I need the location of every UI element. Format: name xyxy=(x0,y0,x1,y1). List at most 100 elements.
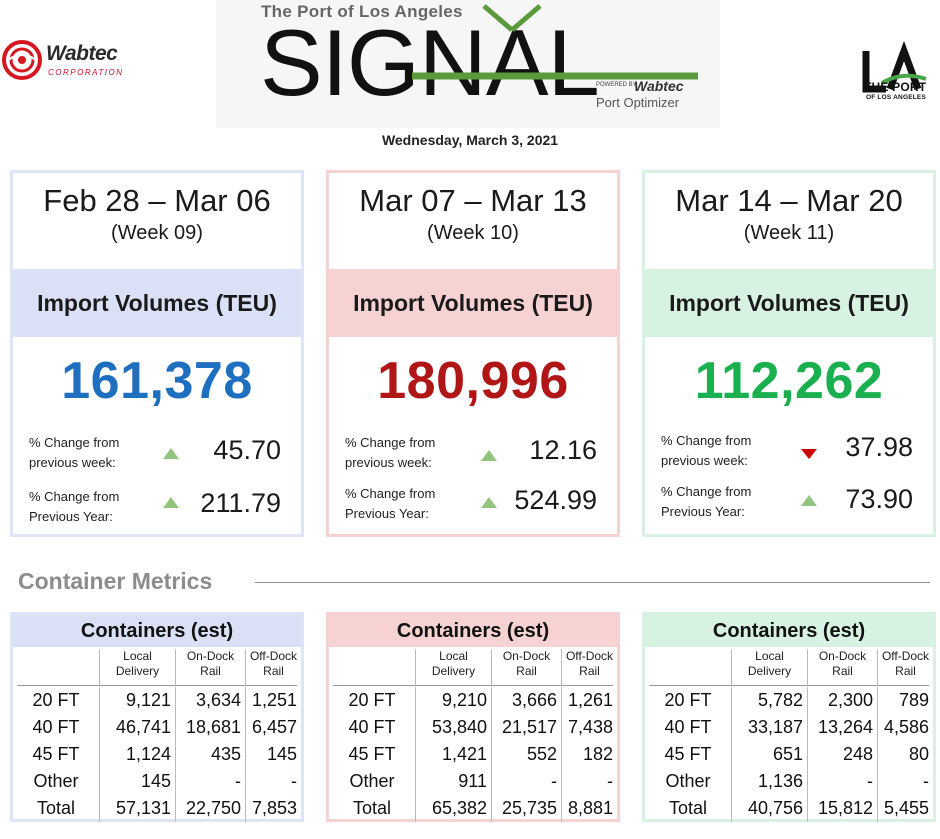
wabtec-subtitle: CORPORATION xyxy=(48,68,124,77)
table-cell: 22,750 xyxy=(175,795,245,822)
row-label: 40 FT xyxy=(664,717,712,737)
port-la-line1: THE PORT xyxy=(864,80,927,94)
signal-kicker: The Port of Los Angeles xyxy=(261,2,463,21)
header-divider xyxy=(649,685,929,686)
decrease-arrow-icon xyxy=(801,449,817,459)
table-cell: 46,741 xyxy=(99,714,175,741)
table-row: 40 FT 33,187 13,264 4,586 xyxy=(645,714,933,741)
table-cell: 7,438 xyxy=(561,714,617,741)
signal-accent-graphic xyxy=(412,4,698,80)
containers-table-1: Containers (est) Local Delivery On-Dock Rai… xyxy=(10,612,304,822)
pct-week-value: 45.70 xyxy=(213,435,281,465)
header-divider xyxy=(333,685,613,686)
row-label: Total xyxy=(352,798,392,818)
powered-by-label: POWERED BY xyxy=(596,82,637,88)
table-cell: 13,264 xyxy=(807,714,877,741)
row-label: 20 FT xyxy=(32,690,80,710)
pct-year-label: % Change from Previous Year: xyxy=(29,489,120,524)
table-cell: - xyxy=(561,768,617,795)
table-cell: 145 xyxy=(99,768,175,795)
week-number: (Week 10) xyxy=(427,222,519,244)
containers-title: Containers (est) xyxy=(13,615,301,647)
report-date: Wednesday, March 3, 2021 xyxy=(381,132,559,148)
table-row: Other 1,136- - xyxy=(645,768,933,795)
row-label: Other xyxy=(665,771,711,791)
table-cell: 18,681 xyxy=(175,714,245,741)
pct-year-value: 73.90 xyxy=(845,484,913,514)
table-cell: 1,251 xyxy=(245,687,301,714)
table-cell: 65,382 xyxy=(415,795,491,822)
table-row: Other 145- - xyxy=(13,768,301,795)
row-label: 45 FT xyxy=(32,744,80,764)
pct-year-value: 211.79 xyxy=(200,488,281,518)
table-cell: 9,210 xyxy=(415,687,491,714)
row-label: Total xyxy=(36,798,76,818)
column-header: On-Dock Rail xyxy=(807,649,877,685)
table-cell: 25,735 xyxy=(491,795,561,822)
column-header: On-Dock Rail xyxy=(491,649,561,685)
signal-banner: The Port of Los Angeles SIGNAL POWERED B… xyxy=(216,0,720,128)
table-cell: 57,131 xyxy=(99,795,175,822)
table-row: 45 FT 651 248 80 xyxy=(645,741,933,768)
row-label: 45 FT xyxy=(664,744,712,764)
import-volumes-band: Import Volumes (TEU) xyxy=(13,269,301,337)
table-row: 20 FT 5,782 2,300 789 xyxy=(645,687,933,714)
wabtec-wordmark: Wabtec xyxy=(46,42,118,65)
column-header: On-Dock Rail xyxy=(175,649,245,685)
row-label: 45 FT xyxy=(348,744,396,764)
table-row: 45 FT 1,124 435 145 xyxy=(13,741,301,768)
table-cell: - xyxy=(807,768,877,795)
week-range: Mar 14 – Mar 20 xyxy=(675,183,903,218)
column-header: Local Delivery xyxy=(99,649,175,685)
import-volume-value: 112,262 xyxy=(694,352,884,410)
column-header: Off-Dock Rail xyxy=(561,649,617,685)
table-cell: - xyxy=(491,768,561,795)
column-header-blank xyxy=(13,649,99,685)
port-la-logo-icon xyxy=(862,40,927,93)
table-cell: 1,421 xyxy=(415,741,491,768)
containers-title: Containers (est) xyxy=(329,615,617,647)
pct-year-value: 524.99 xyxy=(514,485,597,515)
table-row: Total 65,382 25,735 8,881 xyxy=(329,795,617,822)
table-cell: 1,124 xyxy=(99,741,175,768)
column-header: Local Delivery xyxy=(415,649,491,685)
table-cell: 248 xyxy=(807,741,877,768)
table-row: Total 57,131 22,750 7,853 xyxy=(13,795,301,822)
table-cell: 2,300 xyxy=(807,687,877,714)
pct-week-value: 12.16 xyxy=(529,435,597,465)
table-cell: 80 xyxy=(877,741,933,768)
table-cell: 651 xyxy=(731,741,807,768)
table-row: Other 911- - xyxy=(329,768,617,795)
containers-title: Containers (est) xyxy=(645,615,933,647)
containers-table-2: Containers (est) Local Delivery On-Dock Rai… xyxy=(326,612,620,822)
table-cell: 552 xyxy=(491,741,561,768)
table-row: 40 FT 53,840 21,517 7,438 xyxy=(329,714,617,741)
increase-arrow-icon xyxy=(163,497,179,508)
table-cell: - xyxy=(175,768,245,795)
powered-by-brand: Wabtec xyxy=(634,78,684,94)
table-cell: 40,756 xyxy=(731,795,807,822)
table-cell: 6,457 xyxy=(245,714,301,741)
week-panel-3: Mar 14 – Mar 20 (Week 11) Import Volumes… xyxy=(642,170,936,537)
increase-arrow-icon xyxy=(481,497,497,508)
pct-week-value: 37.98 xyxy=(845,432,913,462)
week-range: Mar 07 – Mar 13 xyxy=(359,183,587,218)
containers-table-3: Containers (est) Local Delivery On-Dock Rai… xyxy=(642,612,936,822)
table-cell: - xyxy=(877,768,933,795)
week-number: (Week 11) xyxy=(743,222,835,244)
header-divider xyxy=(17,685,297,686)
table-cell: 4,586 xyxy=(877,714,933,741)
container-metrics-heading: Container Metrics xyxy=(18,568,213,594)
column-header-blank xyxy=(329,649,415,685)
table-row: 45 FT 1,421 552 182 xyxy=(329,741,617,768)
column-header: Local Delivery xyxy=(731,649,807,685)
pct-week-label: % Change from previous week: xyxy=(29,435,120,470)
table-cell: 7,853 xyxy=(245,795,301,822)
table-cell: 53,840 xyxy=(415,714,491,741)
row-label: Other xyxy=(33,771,79,791)
table-cell: 9,121 xyxy=(99,687,175,714)
table-cell: 435 xyxy=(175,741,245,768)
column-header: Off-Dock Rail xyxy=(877,649,933,685)
row-label: 20 FT xyxy=(664,690,712,710)
column-header: Off-Dock Rail xyxy=(245,649,301,685)
